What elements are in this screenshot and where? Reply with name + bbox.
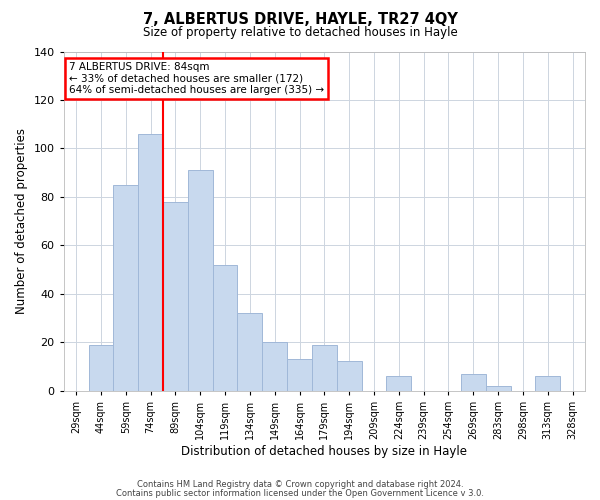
Y-axis label: Number of detached properties: Number of detached properties bbox=[15, 128, 28, 314]
Bar bbox=[386, 376, 411, 390]
Text: Size of property relative to detached houses in Hayle: Size of property relative to detached ho… bbox=[143, 26, 457, 39]
Bar bbox=[89, 344, 113, 391]
X-axis label: Distribution of detached houses by size in Hayle: Distribution of detached houses by size … bbox=[181, 444, 467, 458]
Bar bbox=[163, 202, 188, 390]
Bar bbox=[312, 344, 337, 391]
Text: 7, ALBERTUS DRIVE, HAYLE, TR27 4QY: 7, ALBERTUS DRIVE, HAYLE, TR27 4QY bbox=[143, 12, 457, 28]
Bar bbox=[138, 134, 163, 390]
Bar bbox=[212, 264, 238, 390]
Bar bbox=[535, 376, 560, 390]
Text: 7 ALBERTUS DRIVE: 84sqm
← 33% of detached houses are smaller (172)
64% of semi-d: 7 ALBERTUS DRIVE: 84sqm ← 33% of detache… bbox=[69, 62, 324, 95]
Bar bbox=[238, 313, 262, 390]
Bar bbox=[461, 374, 486, 390]
Bar bbox=[337, 362, 362, 390]
Bar bbox=[188, 170, 212, 390]
Text: Contains public sector information licensed under the Open Government Licence v : Contains public sector information licen… bbox=[116, 488, 484, 498]
Text: Contains HM Land Registry data © Crown copyright and database right 2024.: Contains HM Land Registry data © Crown c… bbox=[137, 480, 463, 489]
Bar bbox=[262, 342, 287, 390]
Bar bbox=[113, 184, 138, 390]
Bar bbox=[486, 386, 511, 390]
Bar bbox=[287, 359, 312, 390]
